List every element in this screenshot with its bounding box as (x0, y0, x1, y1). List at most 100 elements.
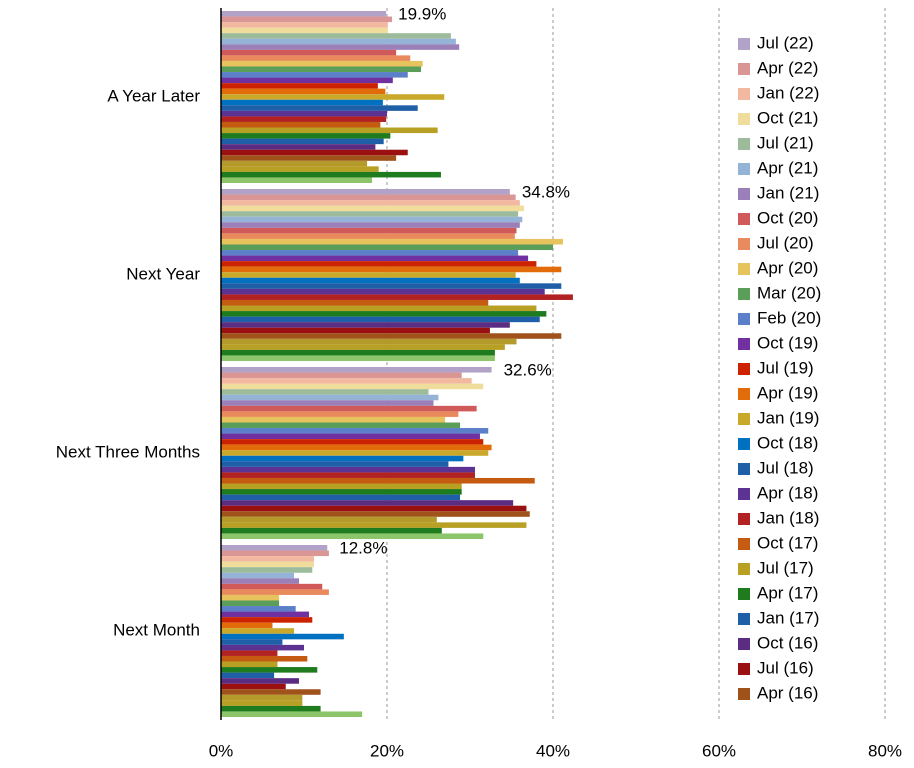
bar (221, 121, 381, 128)
legend-swatch (738, 238, 750, 250)
bar (221, 149, 408, 156)
category-label: Next Three Months (56, 442, 200, 461)
legend-label: Apr (19) (757, 383, 818, 402)
legend-label: Jul (20) (757, 233, 814, 252)
bar (221, 255, 529, 262)
bar (221, 189, 510, 195)
bar (221, 550, 329, 557)
bar (221, 461, 449, 467)
legend-swatch (738, 163, 750, 175)
legend-label: Apr (18) (757, 483, 818, 502)
category-label: Next Year (126, 264, 200, 283)
legend-label: Feb (20) (757, 308, 821, 327)
legend-label: Jul (19) (757, 358, 814, 377)
bar (221, 294, 573, 300)
legend-swatch (738, 363, 750, 375)
legend-swatch (738, 538, 750, 550)
bar (221, 689, 321, 695)
bar (221, 428, 489, 434)
legend-swatch (738, 263, 750, 275)
bar (221, 77, 393, 84)
bar (221, 60, 423, 67)
legend-label: Oct (16) (757, 633, 818, 652)
bar (221, 261, 537, 267)
bar (221, 667, 318, 673)
bar (221, 272, 516, 278)
legend-label: Apr (22) (757, 58, 818, 77)
bar (221, 705, 321, 712)
bar (221, 311, 547, 317)
bar (221, 594, 280, 601)
legend-label: Oct (18) (757, 433, 818, 452)
legend-swatch (738, 588, 750, 600)
bar (221, 494, 461, 501)
bar (221, 644, 304, 651)
bar (221, 367, 492, 373)
bar (221, 650, 278, 656)
bar (221, 66, 422, 73)
legend-label: Jan (18) (757, 508, 819, 527)
bar (221, 567, 313, 573)
x-tick-label: 60% (702, 741, 736, 760)
legend-swatch (738, 438, 750, 450)
bar (221, 556, 314, 562)
bar (221, 177, 373, 183)
bar (221, 155, 397, 161)
bar (221, 322, 510, 328)
bar (221, 416, 446, 423)
bar (221, 678, 300, 684)
value-label: 34.8% (522, 182, 570, 201)
legend-label: Jul (16) (757, 658, 814, 677)
legend-swatch (738, 63, 750, 75)
bar (221, 617, 313, 623)
legend-swatch (738, 113, 750, 125)
bar (221, 283, 562, 289)
value-label: 32.6% (504, 360, 552, 379)
bar (221, 316, 540, 323)
legend-swatch (738, 663, 750, 675)
bar (221, 344, 505, 350)
bar (221, 389, 429, 395)
bar (221, 533, 484, 539)
bar (221, 606, 296, 612)
bar (221, 127, 438, 134)
bar (221, 711, 363, 717)
bar (221, 105, 418, 111)
legend-label: Jan (22) (757, 83, 819, 102)
bar (221, 349, 495, 356)
bar (221, 683, 286, 690)
bar (221, 505, 527, 512)
legend-swatch (738, 413, 750, 425)
bar (221, 211, 519, 217)
bar (221, 266, 562, 273)
bar (221, 22, 388, 28)
bar (221, 622, 273, 629)
bar (221, 511, 530, 517)
bar (221, 227, 517, 234)
legend-label: Oct (20) (757, 208, 818, 227)
legend-label: Jul (22) (757, 33, 814, 52)
bar (221, 628, 295, 634)
bar (221, 200, 520, 206)
bar (221, 633, 344, 640)
bar (221, 578, 300, 584)
legend-swatch (738, 488, 750, 500)
category-label: Next Month (113, 620, 200, 639)
legend-swatch (738, 513, 750, 525)
bar (221, 455, 464, 462)
legend-label: Jul (21) (757, 133, 814, 152)
bar (221, 694, 303, 701)
bar (221, 611, 309, 618)
bar (221, 572, 295, 579)
legend-swatch (738, 688, 750, 700)
legend-swatch (738, 38, 750, 50)
bar (221, 110, 387, 117)
bar (221, 472, 475, 478)
bar (221, 333, 562, 339)
bar (221, 661, 278, 668)
bar (221, 589, 329, 595)
bar (221, 583, 323, 590)
bar (221, 277, 520, 284)
bar (221, 394, 439, 401)
